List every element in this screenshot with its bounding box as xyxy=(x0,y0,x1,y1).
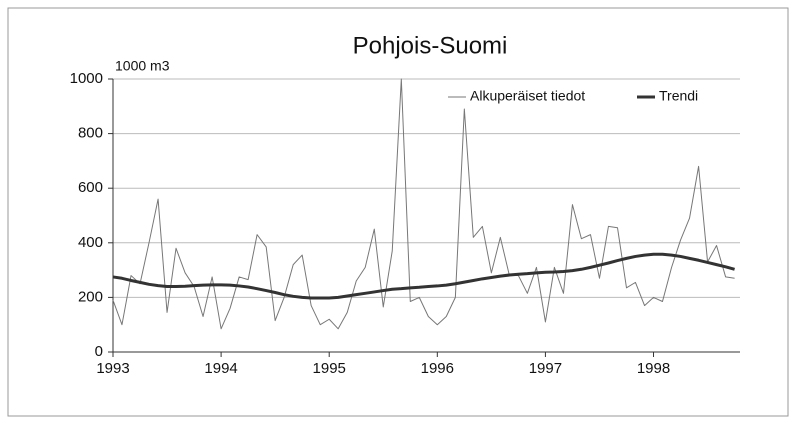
y-tick-label: 1000 xyxy=(70,70,103,87)
x-tick-label: 1996 xyxy=(421,360,454,377)
y-axis-label: 1000 m3 xyxy=(115,58,170,74)
x-tick-label: 1998 xyxy=(637,360,670,377)
x-tick-label: 1997 xyxy=(529,360,562,377)
x-tick-label: 1994 xyxy=(204,360,237,377)
chart-title: Pohjois-Suomi xyxy=(353,32,508,59)
y-tick-label: 800 xyxy=(78,125,103,142)
legend-label: Alkuperäiset tiedot xyxy=(470,88,585,104)
series-line xyxy=(112,78,735,330)
x-tick-label: 1995 xyxy=(313,360,346,377)
x-tick-label: 1993 xyxy=(96,360,129,377)
y-tick-label: 200 xyxy=(78,288,103,305)
y-tick-label: 400 xyxy=(78,234,103,251)
legend-label: Trendi xyxy=(659,88,698,104)
series-line xyxy=(112,252,735,300)
frame xyxy=(7,7,789,417)
legend-bg xyxy=(635,88,725,106)
y-tick-label: 0 xyxy=(95,343,103,360)
y-tick-label: 600 xyxy=(78,179,103,196)
legend-bg xyxy=(446,88,628,106)
